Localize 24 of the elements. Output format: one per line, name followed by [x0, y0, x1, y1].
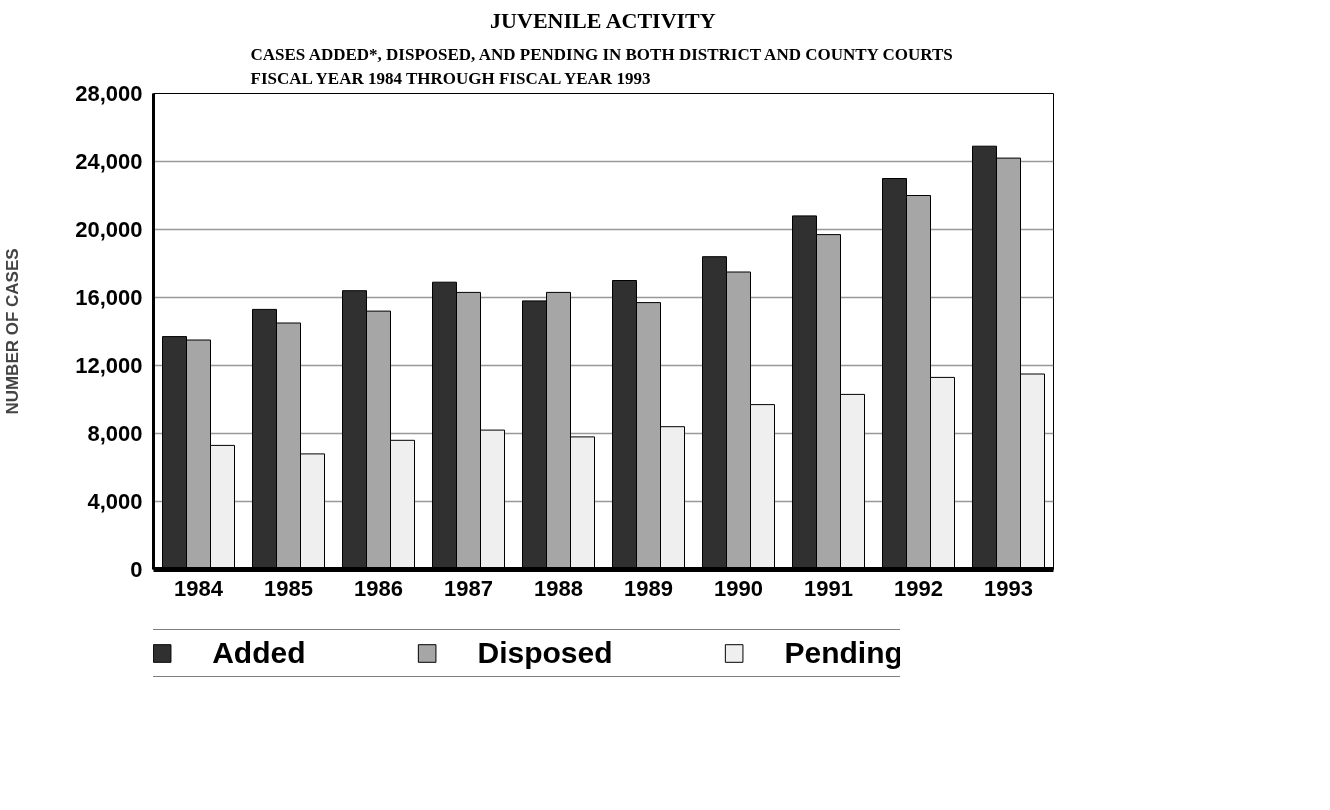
chart-subtitle: CASES ADDED*, DISPOSED, AND PENDING IN BOTH DISTRICT AND COUNTY COURTS FISCAL YEAR 1984 THROUGH FISCAL YEAR 1993: [250, 44, 953, 89]
y-tick-label: 28,000: [75, 81, 143, 106]
x-tick-label: 1991: [804, 575, 853, 601]
chart-title: JUVENILE ACTIVITY: [490, 7, 716, 33]
y-tick-label: 20,000: [75, 217, 143, 242]
x-tick-label: 1993: [984, 575, 1033, 601]
x-tick-label: 1992: [894, 575, 943, 601]
y-tick-label: 24,000: [75, 149, 143, 174]
x-tick-label: 1988: [534, 575, 583, 601]
y-tick-label: 16,000: [75, 285, 143, 310]
legend-label: Disposed: [477, 636, 613, 670]
x-tick-label: 1987: [444, 575, 493, 601]
legend-label: Added: [212, 636, 306, 670]
x-tick-label: 1985: [264, 575, 313, 601]
y-tick-label: 8,000: [87, 421, 143, 446]
legend-label: Pending: [784, 636, 901, 670]
x-tick-label: 1986: [354, 575, 403, 601]
x-tick-label: 1990: [714, 575, 763, 601]
y-axis-title: NUMBER OF CASES: [3, 248, 23, 415]
x-tick-label: 1989: [624, 575, 673, 601]
y-tick-label: 4,000: [87, 489, 143, 514]
y-tick-label: 0: [130, 557, 143, 582]
x-tick-label: 1984: [174, 575, 224, 601]
y-tick-label: 12,000: [75, 353, 143, 378]
